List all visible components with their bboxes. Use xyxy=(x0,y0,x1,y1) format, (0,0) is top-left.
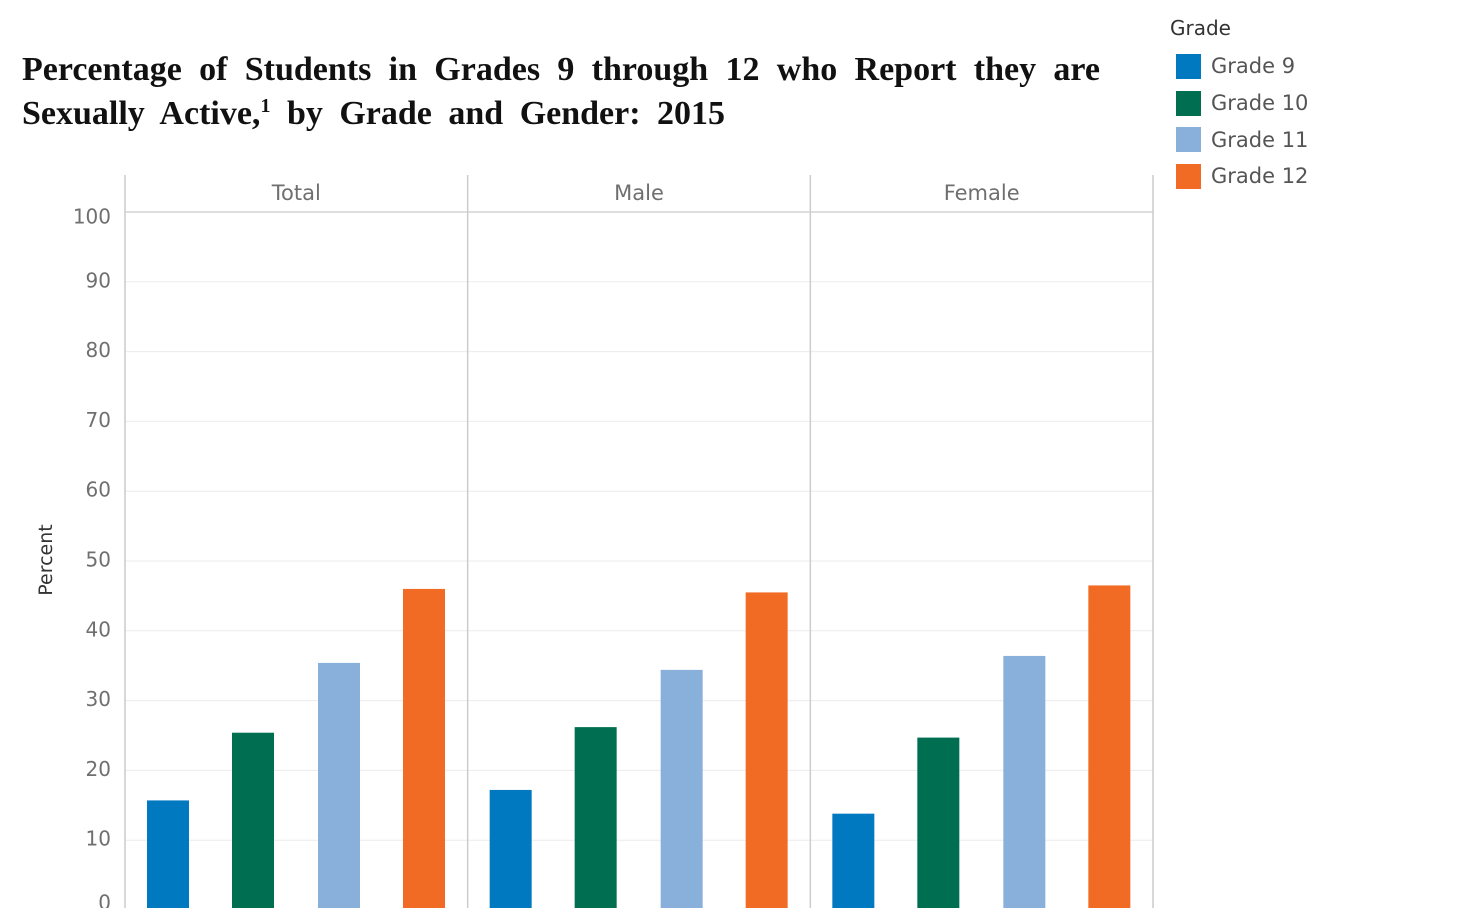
legend-item-grade-11[interactable]: Grade 11 xyxy=(1170,121,1308,158)
title-line-2-start: Sexually Active, xyxy=(22,95,261,132)
legend-title: Grade xyxy=(1170,16,1231,40)
y-tick-label: 0 xyxy=(98,891,111,908)
y-tick-label: 60 xyxy=(86,478,111,502)
bar xyxy=(232,732,274,908)
bar xyxy=(574,727,617,908)
y-tick-label: 50 xyxy=(86,548,111,572)
legend-item-grade-10[interactable]: Grade 10 xyxy=(1170,85,1308,122)
bar xyxy=(1003,655,1046,908)
legend-label: Grade 9 xyxy=(1211,54,1296,79)
panel-label: Male xyxy=(614,181,664,205)
legend-item-grade-9[interactable]: Grade 9 xyxy=(1170,48,1308,85)
legend-label: Grade 11 xyxy=(1211,127,1309,152)
y-tick-label: 100 xyxy=(73,205,111,229)
bar xyxy=(489,789,532,908)
y-tick-label: 90 xyxy=(86,268,111,292)
y-tick-label: 10 xyxy=(86,827,111,851)
panel-label: Female xyxy=(944,181,1020,205)
y-axis-label: Percent xyxy=(35,524,57,596)
legend-label: Grade 10 xyxy=(1211,91,1309,116)
legend-swatch xyxy=(1176,90,1201,116)
legend-label: Grade 12 xyxy=(1211,164,1309,189)
panel-label: Total xyxy=(271,181,321,205)
legend: Grade Grade 9 Grade 10 Grade 11 Grade 12 xyxy=(1170,16,1308,195)
bar xyxy=(745,592,788,908)
bar xyxy=(832,813,875,908)
title-line-2-end: by Grade and Gender: 2015 xyxy=(270,95,726,132)
footnote-marker: 1 xyxy=(260,95,271,117)
bar xyxy=(403,588,445,908)
bar xyxy=(147,800,189,908)
bar xyxy=(318,662,360,908)
y-tick-label: 20 xyxy=(86,757,111,781)
y-tick-label: 80 xyxy=(86,338,111,362)
legend-swatch xyxy=(1176,163,1201,189)
title-line-2: Sexually Active,1 by Grade and Gender: 2… xyxy=(22,92,1100,136)
legend-item-grade-12[interactable]: Grade 12 xyxy=(1170,158,1308,195)
bar xyxy=(1088,585,1131,908)
y-tick-label: 70 xyxy=(86,408,111,432)
y-tick-label: 40 xyxy=(86,617,111,641)
legend-swatch xyxy=(1176,127,1201,153)
bar xyxy=(917,737,960,908)
title-line-1: Percentage of Students in Grades 9 throu… xyxy=(22,51,1100,88)
chart-title: Percentage of Students in Grades 9 throu… xyxy=(22,48,1100,136)
bar xyxy=(660,669,703,908)
y-tick-label: 30 xyxy=(86,687,111,711)
legend-swatch xyxy=(1176,53,1201,79)
